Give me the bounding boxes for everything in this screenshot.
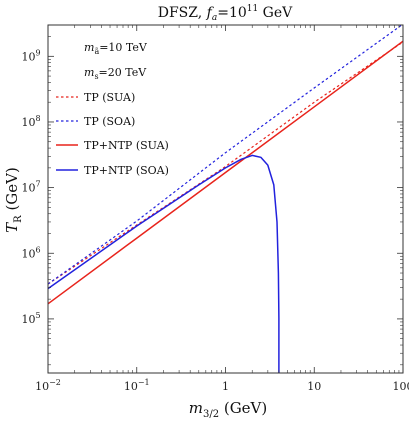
y-axis-title: TR (GeV) [3,167,24,233]
x-axis-title: m3/2 (GeV) [189,399,268,420]
legend: mã=10 TeV ms=20 TeV TP (SUA) TP (SOA) TP… [56,41,169,177]
y-tick-label: 106 [21,245,40,260]
series-tp-soa [47,23,404,285]
y-tick-label: 108 [21,114,40,129]
series-tpntp-soa [47,154,280,373]
x-tick-label: 10−1 [124,378,150,393]
series-tp-sua [47,41,404,285]
series-layer [47,23,404,373]
x-tick-label: 1 [222,380,229,393]
legend-label-tp-soa: TP (SOA) [84,115,135,128]
chart-title: DFSZ, fa=1011 GeV [158,4,293,23]
param-ms: ms=20 TeV [84,66,147,81]
y-tick-label: 107 [21,180,40,195]
legend-label-tp-sua: TP (SUA) [84,91,135,104]
legend-label-tpntp-soa: TP+NTP (SOA) [84,164,169,177]
series-tpntp-sua [47,40,404,305]
y-tick-label: 105 [21,311,40,326]
x-tick-label: 100 [393,380,409,393]
ticks-layer: 10−2 10−1 1 10 100 105 106 107 108 109 [21,24,409,393]
legend-label-tpntp-sua: TP+NTP (SUA) [84,139,169,152]
param-ma: mã=10 TeV [84,41,148,56]
x-tick-label: 10 [307,380,321,393]
x-tick-label: 10−2 [35,378,61,393]
y-tick-label: 109 [21,48,40,63]
